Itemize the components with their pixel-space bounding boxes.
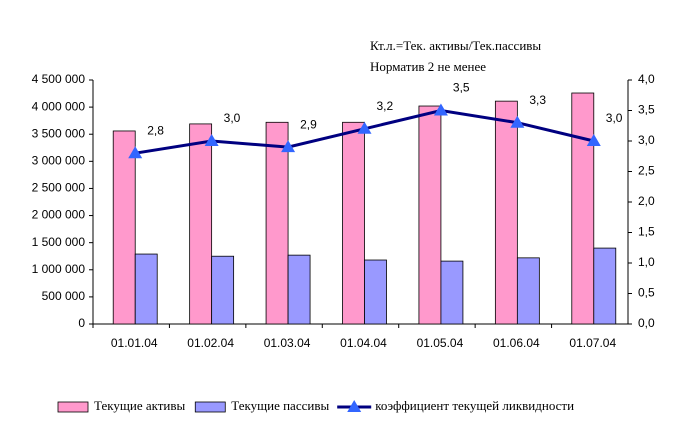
y2-tick-label: 2,5 xyxy=(638,164,655,178)
x-tick-label: 01.03.04 xyxy=(264,336,311,350)
y-tick-label: 2 500 000 xyxy=(32,181,86,195)
marker xyxy=(586,134,601,146)
legend-label: Текущие пассивы xyxy=(231,398,329,413)
legend-swatch xyxy=(57,401,89,413)
data-label: 3,3 xyxy=(529,93,546,107)
bar xyxy=(364,259,387,325)
bar xyxy=(189,123,213,325)
y-tick-label: 0 xyxy=(78,316,85,330)
x-tick-label: 01.01.04 xyxy=(111,336,158,350)
bar xyxy=(342,121,365,325)
annotation: Норматив 2 не менее xyxy=(370,59,486,74)
bar xyxy=(134,253,158,325)
marker xyxy=(357,121,372,134)
y-tick-label: 3 500 000 xyxy=(32,126,86,140)
bar xyxy=(571,92,595,325)
bar xyxy=(418,105,442,325)
legend-label: Текущие активы xyxy=(94,398,186,413)
y-tick-label: 2 000 000 xyxy=(32,208,86,222)
bar xyxy=(112,130,136,325)
y2-tick-label: 1,5 xyxy=(638,225,655,239)
data-label: 2,8 xyxy=(147,123,164,137)
data-label: 3,0 xyxy=(224,111,241,125)
y-tick-label: 500 000 xyxy=(42,289,86,303)
marker xyxy=(433,103,448,116)
bar xyxy=(593,247,617,325)
y2-tick-label: 1,0 xyxy=(638,255,655,269)
legend-swatch xyxy=(194,401,226,413)
y-tick-label: 4 500 000 xyxy=(32,72,86,86)
y2-tick-label: 4,0 xyxy=(638,72,655,86)
x-tick-label: 01.07.04 xyxy=(569,336,616,350)
x-tick-label: 01.06.04 xyxy=(493,336,540,350)
y-tick-label: 4 000 000 xyxy=(32,99,86,113)
data-label: 3,5 xyxy=(453,81,470,95)
y2-tick-label: 3,0 xyxy=(638,133,655,147)
y-tick-label: 3 000 000 xyxy=(32,154,86,168)
data-label: 3,0 xyxy=(606,111,623,125)
data-label: 2,9 xyxy=(300,117,317,131)
legend-marker xyxy=(347,400,362,412)
bar xyxy=(516,257,540,325)
bar xyxy=(211,255,235,325)
bar xyxy=(440,260,464,325)
annotation: Кт.л.=Тек. активы/Тек.пассивы xyxy=(370,38,541,53)
y2-tick-label: 0,0 xyxy=(638,316,655,330)
marker xyxy=(510,115,525,128)
marker xyxy=(204,134,219,146)
y-tick-label: 1 500 000 xyxy=(32,235,86,249)
bar xyxy=(494,100,518,325)
bar xyxy=(265,121,289,325)
y2-tick-label: 0,5 xyxy=(638,286,655,300)
marker xyxy=(128,146,143,159)
x-tick-label: 01.04.04 xyxy=(340,336,387,350)
x-tick-label: 01.02.04 xyxy=(187,336,234,350)
y2-tick-label: 2,0 xyxy=(638,194,655,208)
legend-label: коэффициент текущей ликвидности xyxy=(375,398,574,413)
data-label: 3,2 xyxy=(377,99,394,113)
bar xyxy=(287,254,311,325)
y2-tick-label: 3,5 xyxy=(638,103,655,117)
marker xyxy=(281,140,296,153)
x-tick-label: 01.05.04 xyxy=(417,336,464,350)
y-tick-label: 1 000 000 xyxy=(32,262,86,276)
